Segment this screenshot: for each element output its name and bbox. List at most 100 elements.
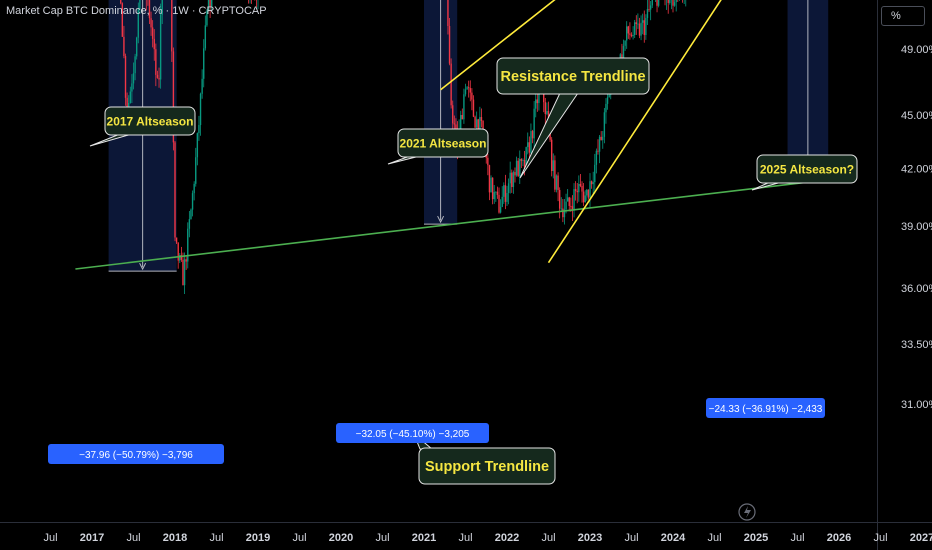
x-tick-label: 2027 xyxy=(910,532,932,544)
x-tick-label: 2020 xyxy=(329,532,353,544)
candle-body xyxy=(536,99,539,104)
x-tick-label: 2019 xyxy=(246,532,270,544)
candle-body xyxy=(171,0,173,52)
candle-body xyxy=(648,8,650,10)
callout-2021-altseason: 2021 Altseason xyxy=(387,128,489,165)
candle-body xyxy=(589,181,591,198)
candle-body xyxy=(183,259,186,286)
candle-body xyxy=(150,18,152,28)
candle-body xyxy=(450,63,452,106)
candle-body xyxy=(121,3,124,37)
candle-body xyxy=(131,83,133,92)
candle-body xyxy=(581,185,583,192)
callout-box xyxy=(418,447,556,485)
candle-body xyxy=(151,27,154,39)
candle-body xyxy=(622,45,625,63)
chart-title: Market Cap BTC Dominance, % · 1W · CRYPT… xyxy=(6,5,267,17)
candle-body xyxy=(195,157,197,184)
candle-body xyxy=(602,136,604,141)
measure-label-box xyxy=(336,423,489,443)
candle-body xyxy=(576,190,578,193)
callout-2025-altseason: 2025 Altseason? xyxy=(751,154,858,191)
candle-body xyxy=(587,189,590,198)
candle-body xyxy=(475,119,478,128)
x-tick-label: Jul xyxy=(375,532,389,544)
candle-body xyxy=(174,142,176,238)
candle-body xyxy=(124,56,127,98)
candle-body xyxy=(158,77,160,80)
candle-body xyxy=(645,17,647,35)
candle-body xyxy=(495,191,497,193)
candle-body xyxy=(522,159,524,161)
candle-body xyxy=(641,20,644,23)
candle-body xyxy=(209,0,211,7)
candle-body xyxy=(474,116,476,128)
candle-body xyxy=(467,87,470,89)
lightning-icon-ring xyxy=(738,503,756,521)
candle-body xyxy=(544,102,547,114)
candle-body xyxy=(506,193,508,202)
candle-body xyxy=(137,8,139,38)
candle-body xyxy=(156,74,159,78)
x-tick-label: Jul xyxy=(209,532,223,544)
candle-body xyxy=(512,172,515,188)
candle-body xyxy=(123,36,125,57)
x-tick-label: Jul xyxy=(458,532,472,544)
candle-body xyxy=(630,34,633,37)
candle-body xyxy=(656,0,658,6)
measure-label-box xyxy=(706,398,825,418)
candle-body xyxy=(562,208,564,218)
x-tick-label: Jul xyxy=(790,532,804,544)
candle-body xyxy=(509,172,511,184)
candle-body xyxy=(584,195,586,203)
candle-body xyxy=(624,40,626,46)
candle-body xyxy=(185,259,187,262)
candle-body xyxy=(570,205,572,207)
x-tick-label: Jul xyxy=(873,532,887,544)
x-tick-label: 2024 xyxy=(661,532,686,544)
unit-toggle-button[interactable]: % xyxy=(881,6,925,26)
candle-body xyxy=(472,99,475,117)
candle-body xyxy=(597,150,599,152)
candle-body xyxy=(535,99,537,109)
candle-body xyxy=(527,142,529,148)
candle-body xyxy=(640,22,642,36)
candle-body xyxy=(490,177,492,193)
candle-body xyxy=(155,49,157,75)
candle-body xyxy=(511,172,513,188)
callout-label: Resistance Trendline xyxy=(500,69,645,85)
wedge-lower-line xyxy=(547,0,722,264)
candle-body xyxy=(523,159,526,168)
candle-body xyxy=(560,208,562,210)
x-tick-label: 2022 xyxy=(495,532,519,544)
candle-body xyxy=(207,0,210,11)
y-tick-label: 33.50% xyxy=(901,339,932,351)
candle-body xyxy=(606,97,609,104)
candle-body xyxy=(469,88,471,93)
candle-body xyxy=(669,0,671,3)
callout-label: 2017 Altseason xyxy=(107,114,194,128)
candle-body xyxy=(179,255,181,261)
candle-body xyxy=(496,191,499,195)
candle-body xyxy=(632,34,634,37)
x-tick-label: 2021 xyxy=(412,532,436,544)
candle-body xyxy=(203,48,205,79)
x-tick-label: Jul xyxy=(292,532,306,544)
callout-box xyxy=(756,154,858,184)
candle-body xyxy=(161,0,163,15)
candle-body xyxy=(519,158,521,177)
candle-body xyxy=(673,2,676,6)
x-tick-label: Jul xyxy=(707,532,721,544)
callout-box xyxy=(397,128,489,158)
candle-body xyxy=(515,160,518,176)
candle-body xyxy=(491,177,494,200)
candle-body xyxy=(135,37,138,57)
candle-body xyxy=(530,131,532,153)
y-tick-label: 39.00% xyxy=(901,221,932,233)
candle-body xyxy=(531,131,534,139)
candle-body xyxy=(578,183,580,193)
candle-body xyxy=(191,193,194,210)
x-tick-label: Jul xyxy=(624,532,638,544)
callout-box xyxy=(496,57,650,95)
